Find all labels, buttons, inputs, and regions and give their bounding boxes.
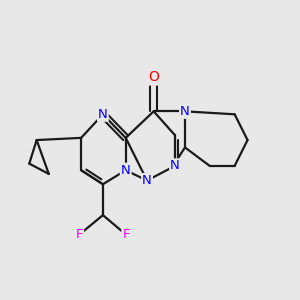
Text: N: N [121, 164, 130, 177]
Text: N: N [180, 105, 190, 118]
Text: F: F [76, 228, 83, 241]
Text: O: O [148, 70, 159, 85]
Text: N: N [170, 159, 180, 172]
Text: N: N [98, 108, 108, 121]
Text: F: F [122, 228, 130, 241]
Text: N: N [142, 174, 152, 187]
